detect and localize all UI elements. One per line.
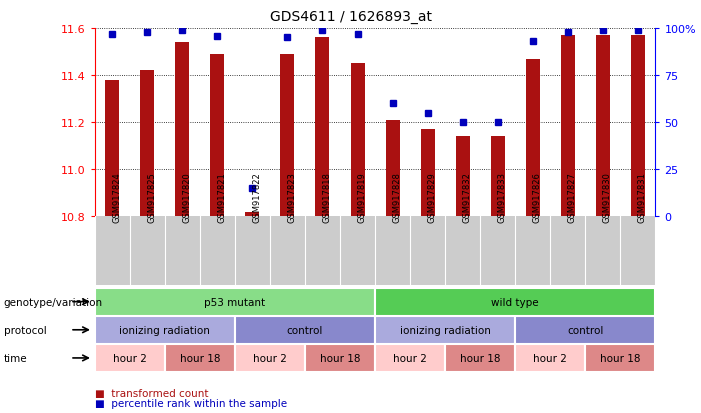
Text: p53 mutant: p53 mutant bbox=[204, 297, 266, 307]
Text: wild type: wild type bbox=[491, 297, 539, 307]
Bar bbox=[456, 137, 470, 217]
Text: GSM917828: GSM917828 bbox=[393, 171, 402, 222]
Bar bbox=[235, 316, 375, 344]
Text: GSM917821: GSM917821 bbox=[217, 172, 226, 222]
Bar bbox=[375, 316, 515, 344]
Text: ionizing radiation: ionizing radiation bbox=[400, 325, 491, 335]
Text: GSM917820: GSM917820 bbox=[182, 172, 191, 222]
Text: hour 18: hour 18 bbox=[320, 353, 360, 363]
Bar bbox=[165, 344, 235, 372]
Text: hour 18: hour 18 bbox=[600, 353, 641, 363]
Bar bbox=[515, 344, 585, 372]
Text: GSM917833: GSM917833 bbox=[498, 171, 507, 222]
Bar bbox=[596, 36, 610, 217]
Text: GSM917822: GSM917822 bbox=[252, 172, 261, 222]
Bar bbox=[350, 64, 365, 217]
Bar bbox=[515, 316, 655, 344]
Text: control: control bbox=[567, 325, 604, 335]
Bar bbox=[631, 36, 645, 217]
Text: GSM917830: GSM917830 bbox=[603, 171, 612, 222]
Text: GSM917819: GSM917819 bbox=[358, 172, 367, 222]
Bar bbox=[95, 344, 165, 372]
Bar bbox=[526, 59, 540, 217]
Text: GSM917829: GSM917829 bbox=[428, 172, 437, 222]
Bar bbox=[386, 121, 400, 217]
Text: ■  transformed count: ■ transformed count bbox=[95, 388, 208, 398]
Text: genotype/variation: genotype/variation bbox=[4, 297, 102, 307]
Bar bbox=[445, 344, 515, 372]
Bar bbox=[210, 55, 224, 217]
Text: GDS4611 / 1626893_at: GDS4611 / 1626893_at bbox=[269, 10, 432, 24]
Text: GSM917827: GSM917827 bbox=[568, 171, 577, 222]
Text: hour 2: hour 2 bbox=[253, 353, 287, 363]
Bar bbox=[315, 38, 329, 217]
Text: hour 2: hour 2 bbox=[393, 353, 427, 363]
Bar bbox=[175, 43, 189, 217]
Bar bbox=[140, 71, 154, 217]
Bar bbox=[375, 344, 445, 372]
Bar bbox=[245, 212, 259, 217]
Bar bbox=[95, 288, 375, 316]
Text: hour 2: hour 2 bbox=[113, 353, 147, 363]
Bar bbox=[585, 344, 655, 372]
Text: hour 18: hour 18 bbox=[179, 353, 220, 363]
Bar bbox=[305, 344, 375, 372]
Bar bbox=[375, 288, 655, 316]
Text: GSM917824: GSM917824 bbox=[112, 172, 121, 222]
Text: hour 18: hour 18 bbox=[460, 353, 501, 363]
Text: GSM917823: GSM917823 bbox=[287, 171, 297, 222]
Text: time: time bbox=[4, 353, 27, 363]
Text: GSM917825: GSM917825 bbox=[147, 172, 156, 222]
Text: ■  percentile rank within the sample: ■ percentile rank within the sample bbox=[95, 399, 287, 408]
Text: GSM917826: GSM917826 bbox=[533, 171, 542, 222]
Bar bbox=[235, 344, 305, 372]
Bar bbox=[491, 137, 505, 217]
Text: GSM917832: GSM917832 bbox=[463, 171, 472, 222]
Text: protocol: protocol bbox=[4, 325, 46, 335]
Text: GSM917831: GSM917831 bbox=[638, 171, 647, 222]
Bar bbox=[421, 130, 435, 217]
Bar bbox=[280, 55, 294, 217]
Text: ionizing radiation: ionizing radiation bbox=[119, 325, 210, 335]
Bar bbox=[105, 81, 119, 217]
Text: GSM917818: GSM917818 bbox=[322, 171, 332, 222]
Text: hour 2: hour 2 bbox=[533, 353, 567, 363]
Bar bbox=[95, 316, 235, 344]
Text: control: control bbox=[287, 325, 323, 335]
Bar bbox=[561, 36, 575, 217]
